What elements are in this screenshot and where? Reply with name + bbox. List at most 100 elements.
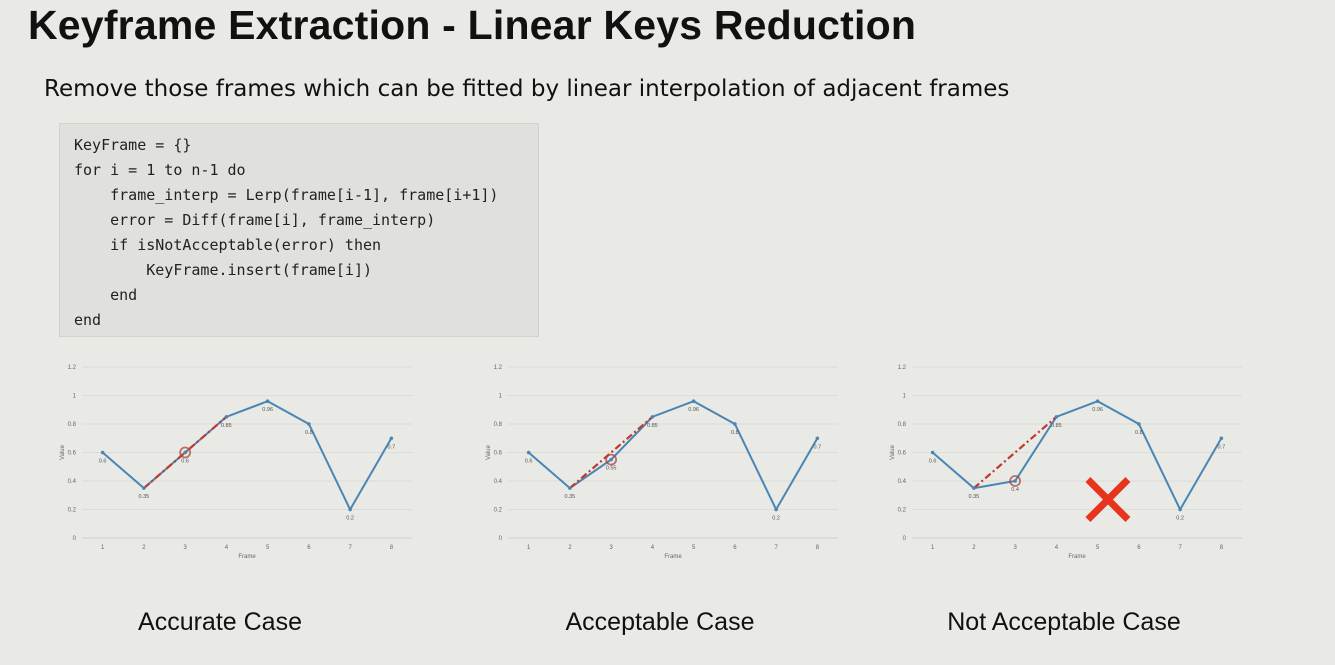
y-tick-label: 0	[903, 536, 907, 542]
x-tick-label: 7	[348, 545, 352, 551]
y-axis-label: Value	[60, 444, 66, 460]
data-label: 0.7	[814, 444, 822, 450]
x-tick-label: 3	[609, 545, 613, 551]
code-line: if isNotAcceptable(error) then	[74, 236, 382, 254]
data-label: 0.8	[1135, 430, 1143, 436]
y-tick-label: 0.4	[68, 479, 77, 485]
interpolation-line	[143, 416, 228, 489]
y-tick-label: 0	[73, 536, 77, 542]
highlight-ring	[179, 446, 192, 459]
x-tick-label: 8	[816, 545, 820, 551]
data-point	[389, 436, 394, 441]
data-point	[1013, 479, 1017, 483]
data-point	[568, 486, 572, 490]
x-tick-label: 6	[733, 545, 737, 551]
data-label: 0.96	[262, 407, 273, 413]
code-line: KeyFrame.insert(frame[i])	[74, 261, 373, 279]
data-point	[183, 450, 187, 455]
data-point	[1054, 415, 1059, 419]
x-axis-label: Frame	[664, 554, 682, 560]
pseudocode-block: KeyFrame = {} for i = 1 to n-1 do frame_…	[59, 123, 539, 337]
x-tick-label: 4	[651, 545, 655, 551]
x-tick-label: 5	[266, 545, 270, 551]
x-tick-label: 1	[527, 545, 531, 551]
data-point	[224, 415, 229, 419]
data-point	[100, 450, 105, 455]
data-label: 0.35	[969, 494, 980, 500]
y-tick-label: 0.4	[898, 479, 907, 485]
data-point	[1095, 399, 1100, 403]
x-tick-label: 5	[1096, 545, 1100, 551]
x-tick-label: 6	[1137, 545, 1141, 551]
x-tick-label: 2	[568, 545, 572, 551]
chart-accurate-case: 0 0.2 0.4 0.6 0.8 1 1.2 1 2 3 4 5 6 7 8 Frame Value 0.6 0.…	[50, 357, 420, 572]
x-axis-label: Frame	[238, 554, 256, 560]
y-tick-label: 0.8	[898, 422, 907, 428]
data-point	[609, 457, 613, 462]
interpolation-line	[569, 416, 654, 489]
data-point	[1219, 436, 1224, 441]
y-tick-label: 1	[499, 394, 503, 400]
y-axis-label: Value	[890, 444, 896, 460]
data-label: 0.85	[221, 423, 232, 429]
y-tick-label: 0.6	[68, 451, 77, 457]
data-label: 0.7	[388, 444, 396, 450]
data-label: 0.55	[606, 466, 617, 472]
y-tick-label: 0.2	[68, 508, 77, 514]
data-point	[265, 399, 270, 403]
data-label: 0.96	[688, 407, 699, 413]
data-point	[930, 450, 935, 455]
x-tick-label: 8	[1220, 545, 1224, 551]
data-label: 0.6	[525, 459, 533, 465]
x-tick-label: 3	[1013, 545, 1017, 551]
y-tick-label: 0.8	[494, 422, 503, 428]
data-label: 0.6	[99, 459, 107, 465]
data-label: 0.85	[647, 423, 658, 429]
data-label: 0.7	[1218, 444, 1226, 450]
data-label: 0.8	[731, 430, 739, 436]
interpolation-line	[973, 416, 1058, 489]
code-line: for i = 1 to n-1 do	[74, 161, 246, 179]
data-label: 0.6	[929, 459, 937, 465]
x-tick-label: 6	[307, 545, 311, 551]
data-point	[691, 399, 696, 403]
y-tick-label: 0.8	[68, 422, 77, 428]
x-tick-label: 5	[692, 545, 696, 551]
data-label: 0.96	[1092, 407, 1103, 413]
x-tick-label: 2	[972, 545, 976, 551]
y-tick-label: 1.2	[494, 365, 503, 371]
y-axis-label: Value	[486, 444, 492, 460]
data-point	[774, 507, 778, 512]
highlight-ring	[1009, 475, 1022, 487]
code-line: frame_interp = Lerp(frame[i-1], frame[i+…	[74, 186, 499, 204]
caption-not-acceptable-case: Not Acceptable Case	[947, 608, 1181, 636]
highlight-ring	[605, 453, 618, 466]
code-line: end	[74, 311, 102, 329]
data-label: 0.85	[1051, 423, 1062, 429]
y-tick-label: 0.6	[898, 451, 907, 457]
line-chart-svg: 00.20.40.60.811.21 2 3 4 5 6 7 8FrameValue0.60.…	[60, 365, 412, 560]
chart-not-acceptable-case: 0 0.2 0.4 0.6 0.8 1 1.2 1 2 3 4 5 6 7 8 Frame Value 0.6 0.…	[880, 357, 1250, 572]
data-point	[526, 450, 531, 455]
y-tick-label: 1.2	[898, 365, 907, 371]
data-label: 0.2	[346, 516, 354, 522]
y-tick-label: 0.2	[898, 508, 907, 514]
cross-icon	[1085, 477, 1131, 522]
data-point	[1178, 507, 1182, 512]
x-tick-label: 4	[225, 545, 229, 551]
code-line: error = Diff(frame[i], frame_interp)	[74, 211, 436, 229]
data-label: 0.35	[139, 494, 150, 500]
data-label: 0.8	[305, 430, 313, 436]
code-line: end	[74, 286, 138, 304]
y-tick-label: 1	[903, 394, 907, 400]
data-point	[142, 486, 146, 490]
line-chart-svg: 00.20.40.60.811.21 2 3 4 5 6 7 8FrameValue0.60.…	[890, 365, 1242, 560]
x-tick-label: 3	[183, 545, 187, 551]
x-tick-label: 8	[390, 545, 394, 551]
data-label: 0.6	[181, 459, 189, 465]
x-axis-label: Frame	[1068, 554, 1086, 560]
y-tick-label: 0.4	[494, 479, 503, 485]
slide-title: Keyframe Extraction - Linear Keys Reduct…	[28, 2, 917, 48]
x-tick-label: 1	[101, 545, 105, 551]
data-point	[972, 486, 976, 490]
